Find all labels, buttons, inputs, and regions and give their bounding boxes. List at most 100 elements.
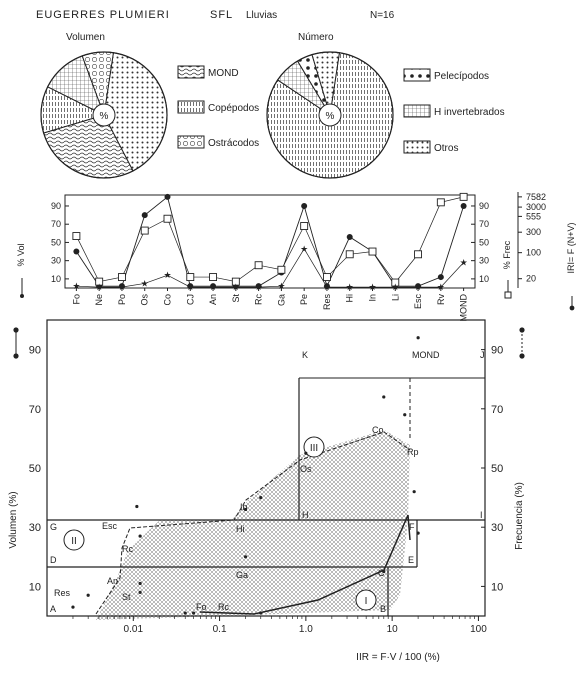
line-point-star: ★ [95, 282, 103, 292]
line-point-star: ★ [414, 282, 422, 292]
zone-i-label: I [365, 596, 368, 607]
iir-xlabel: IIR = F·V / 100 (%) [356, 652, 440, 663]
line-point-square [345, 250, 354, 259]
line-point-dot [164, 193, 171, 200]
iir-chart: Volumen (%) Frecuencia (%) 90 90 70 70 50 50 3… [8, 319, 525, 663]
iir-ytick-left-label: 10 [29, 581, 41, 593]
line-ytick-right-label: 300 [526, 227, 541, 237]
zone-i-marker [355, 589, 377, 611]
legend-swatch-copepodos [177, 100, 205, 114]
legend-swatch-mond [177, 65, 205, 79]
corner-label-d: D [50, 555, 57, 565]
line-ytick-mid-label: 50 [479, 237, 489, 247]
volume-point-hi [243, 507, 248, 512]
zone-iii-label: III [310, 443, 318, 454]
line-point-square [254, 261, 263, 270]
line-point-dot [141, 212, 148, 219]
point-label-rc: Rc [218, 602, 229, 612]
iir-ytick-left-label: 90 [29, 345, 41, 357]
line-series: ★ ★ ★ ★ ★ ★ ★ ★ ★ ★ ★ ★ ★ ★ ★ ★ ★ ★ [72, 192, 468, 292]
line-point-star: ★ [72, 281, 80, 291]
line-point-square [95, 277, 104, 286]
line-ytick-mid-label: 30 [479, 256, 489, 266]
line-xtick-label-cj: CJ [185, 294, 195, 305]
line-point-square [117, 273, 126, 282]
point-label-rc: Rc [122, 544, 133, 554]
iir-ytick-left-label: 70 [29, 404, 41, 416]
line-xtick-label-res: Res [322, 294, 332, 311]
iir-xtick-label-0-1: 0.1 [213, 624, 227, 635]
pie-volumen-legend: MOND Copépodos Ostrácodos [177, 65, 259, 149]
line-series-square-path [76, 196, 464, 284]
line-point-dot [460, 202, 467, 209]
legend-label-mond: MOND [208, 68, 239, 79]
line-point-square [414, 250, 423, 259]
line-point-square [209, 273, 218, 282]
iir-ytick-right-label: 70 [491, 404, 503, 416]
line-xtick-label-fo: Fo [71, 294, 81, 305]
point-label-an: An [107, 576, 118, 586]
line-xtick-label-an: An [208, 294, 218, 305]
iir-ytick-right-label: 50 [491, 463, 503, 475]
corner-label-c: C [378, 568, 385, 578]
point-label-fo: Fo [196, 602, 207, 612]
line-point-square [277, 265, 286, 274]
corner-label-j: J [480, 350, 485, 360]
line-ytick-mid-label: 10 [479, 274, 489, 284]
iir-xtick-label-10: 10 [387, 624, 399, 635]
pie-volumen-center [92, 103, 116, 127]
point-label-mond: MOND [412, 350, 440, 360]
legend-swatch-pelecipodos [403, 68, 431, 82]
point-label-esc: Esc [102, 521, 118, 531]
point-label-st: St [122, 592, 131, 602]
line-point-dot [301, 202, 308, 209]
line-ylabel-right: IRI= F (N+V) [566, 222, 576, 273]
line-point-square [186, 273, 195, 282]
zone-iii-marker [303, 436, 325, 458]
line-xtick-label-li: Li [390, 294, 400, 301]
pie-volumen-title: Volumen [66, 32, 105, 43]
line-chart-frame [64, 194, 476, 289]
line-point-dot [346, 233, 353, 240]
pie-numero-title: Número [298, 32, 334, 43]
line-ytick-right-label: 3000 [526, 202, 546, 212]
frequency-point-c [382, 570, 386, 574]
line-point-star: ★ [118, 282, 126, 292]
volume-point-mond [416, 336, 420, 340]
corner-label-b: B [380, 604, 386, 614]
species-title: EUGERRES PLUMIERI [36, 9, 170, 21]
corner-label-i: I [480, 510, 483, 520]
line-point-star: ★ [300, 244, 308, 254]
line-point-square [163, 214, 172, 223]
iir-points: Res An St Rc Esc Hi Ga In Os Co Rp MOND Fo Rc [54, 336, 440, 615]
frequency-point-fo [183, 611, 187, 615]
line-point-star: ★ [209, 282, 217, 292]
line-point-square [436, 198, 445, 207]
frequency-point-f [412, 490, 416, 494]
line-xtick-label-pe: Pe [299, 294, 309, 305]
line-ytick-right-label: 20 [526, 274, 536, 284]
pie-volumen: Volumen % MOND Copépodos Ostrácodos [40, 32, 259, 179]
line-point-square [300, 222, 309, 230]
point-label-ga: Ga [236, 570, 248, 580]
line-point-star: ★ [163, 270, 171, 280]
line-point-dot [118, 283, 125, 290]
legend-label-otros: Otros [434, 143, 458, 154]
line-point-square [391, 278, 400, 287]
line-ytick-mid-label: 90 [479, 201, 489, 211]
site-label: SFL [210, 9, 233, 21]
line-xtick-label-st: St [231, 294, 241, 303]
point-label-rp: Rp [407, 447, 419, 457]
sample-size: N=16 [370, 10, 395, 21]
line-point-star: ★ [391, 282, 399, 292]
corner-label-a: A [50, 604, 56, 614]
line-point-star: ★ [323, 282, 331, 292]
iir-ytick-right-label: 90 [491, 345, 503, 357]
iir-xlabel-text: IIR = F·V / 100 (%) [356, 652, 440, 663]
volume-point-res [71, 605, 75, 609]
volume-point-os [304, 451, 308, 455]
line-ylabel-right-key [569, 296, 575, 311]
line-point-star: ★ [232, 282, 240, 292]
